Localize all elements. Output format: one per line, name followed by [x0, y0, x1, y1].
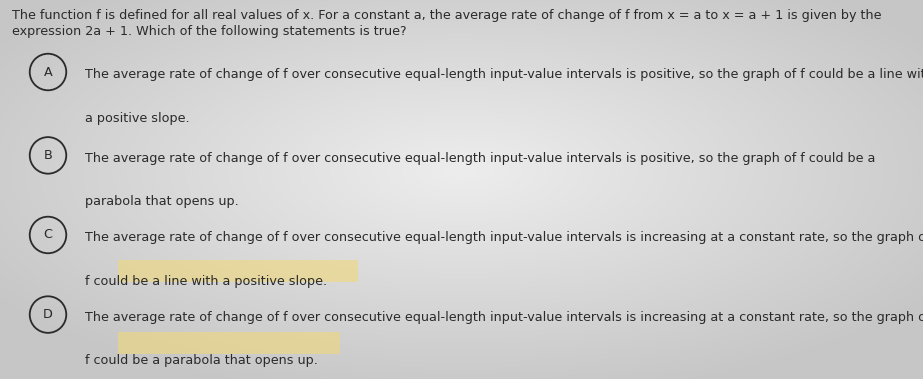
Text: The average rate of change of f over consecutive equal-length input-value interv: The average rate of change of f over con…: [85, 231, 923, 244]
Text: D: D: [43, 308, 53, 321]
Text: The average rate of change of f over consecutive equal-length input-value interv: The average rate of change of f over con…: [85, 68, 923, 81]
Text: a positive slope.: a positive slope.: [85, 112, 189, 125]
Text: expression 2a + 1. Which of the following statements is true?: expression 2a + 1. Which of the followin…: [12, 25, 407, 38]
Text: The function f is defined for all real values of x. For a constant a, the averag: The function f is defined for all real v…: [12, 9, 881, 22]
Text: parabola that opens up.: parabola that opens up.: [85, 195, 239, 208]
Text: The average rate of change of f over consecutive equal-length input-value interv: The average rate of change of f over con…: [85, 152, 875, 164]
Text: The average rate of change of f over consecutive equal-length input-value interv: The average rate of change of f over con…: [85, 311, 923, 324]
Text: A: A: [43, 66, 53, 78]
FancyBboxPatch shape: [118, 332, 340, 354]
Text: f could be a parabola that opens up.: f could be a parabola that opens up.: [85, 354, 318, 367]
FancyBboxPatch shape: [118, 260, 358, 282]
Text: C: C: [43, 229, 53, 241]
Text: B: B: [43, 149, 53, 162]
Text: f could be a line with a positive slope.: f could be a line with a positive slope.: [85, 275, 327, 288]
